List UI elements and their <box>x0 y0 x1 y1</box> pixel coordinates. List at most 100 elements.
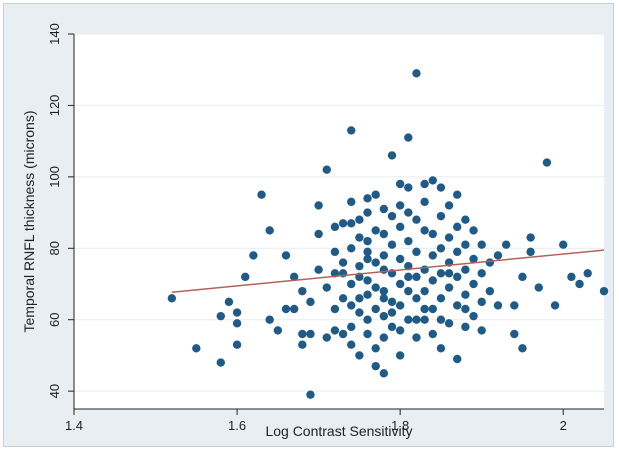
axes: 40 60 80 100 120 140 1.4 1.6 1.8 2 <box>47 23 604 433</box>
data-point <box>371 304 380 314</box>
data-point <box>363 208 372 217</box>
data-point <box>428 251 437 260</box>
data-point <box>338 258 348 267</box>
data-point <box>404 133 413 142</box>
data-point <box>412 315 421 324</box>
data-point <box>461 304 470 314</box>
data-point <box>232 308 242 317</box>
data-point <box>371 361 380 371</box>
data-point <box>404 286 413 296</box>
data-point <box>347 126 356 135</box>
data-point <box>322 283 331 292</box>
data-point <box>371 344 380 353</box>
data-point <box>395 254 405 264</box>
y-tick-label: 40 <box>47 384 62 398</box>
data-point <box>395 326 405 335</box>
data-point <box>387 297 397 307</box>
data-point <box>363 236 372 246</box>
data-point <box>355 215 364 224</box>
data-point <box>428 176 437 185</box>
data-point <box>395 351 405 360</box>
data-point <box>387 151 397 160</box>
data-point <box>192 344 201 353</box>
data-point <box>534 283 543 292</box>
data-point <box>347 322 356 332</box>
data-point <box>461 215 470 224</box>
data-point <box>273 326 283 335</box>
data-point <box>330 326 340 335</box>
data-point <box>371 258 380 267</box>
data-point <box>583 269 592 278</box>
data-point <box>232 319 242 328</box>
data-point <box>257 190 266 199</box>
data-point <box>363 276 372 285</box>
data-point <box>453 272 462 282</box>
data-point <box>412 333 421 342</box>
y-tick-label: 80 <box>47 241 62 255</box>
data-point <box>420 179 429 189</box>
x-tick-label: 1.6 <box>228 418 246 433</box>
data-point <box>420 315 429 324</box>
data-point <box>298 329 307 339</box>
data-point <box>289 304 299 314</box>
data-point <box>412 272 421 282</box>
data-point <box>395 222 405 232</box>
data-point <box>420 304 429 314</box>
data-point <box>387 240 397 249</box>
x-axis-title: Log Contrast Sensitivity <box>265 423 412 439</box>
data-point <box>298 340 307 349</box>
data-point <box>550 301 560 310</box>
data-point <box>322 165 331 174</box>
data-point <box>412 215 421 224</box>
data-point <box>395 301 405 310</box>
data-point <box>436 211 446 221</box>
x-tick-label: 2 <box>560 418 567 433</box>
data-point <box>412 69 421 78</box>
data-point <box>436 315 446 324</box>
data-point <box>436 269 446 278</box>
data-point <box>241 272 250 282</box>
data-point <box>404 183 413 192</box>
data-point <box>469 226 478 235</box>
data-point <box>453 247 462 257</box>
data-point <box>379 294 389 303</box>
data-point <box>347 219 356 228</box>
data-point <box>453 222 462 232</box>
scatter-chart: 40 60 80 100 120 140 1.4 1.6 1.8 2 Log Contrast S… <box>21 23 609 439</box>
data-point <box>461 290 470 299</box>
data-point <box>477 269 486 278</box>
data-point <box>412 247 421 257</box>
data-point <box>338 219 348 228</box>
data-point <box>355 233 364 242</box>
data-point <box>289 272 299 282</box>
y-tick-label: 100 <box>47 166 62 188</box>
data-point <box>436 294 446 303</box>
data-point <box>347 244 356 253</box>
data-point <box>469 311 478 321</box>
data-point <box>461 240 470 249</box>
data-point <box>265 226 274 235</box>
data-point <box>428 304 437 314</box>
data-point <box>404 208 413 217</box>
data-point <box>216 311 225 321</box>
y-axis-title: Temporal RNFL thickness (microns) <box>21 111 37 333</box>
data-point <box>330 247 340 257</box>
y-tick-label: 60 <box>47 312 62 326</box>
data-point <box>428 329 437 339</box>
data-point <box>453 301 462 310</box>
data-point <box>461 265 470 274</box>
data-point <box>526 233 535 242</box>
data-point <box>575 279 584 289</box>
data-point <box>314 201 323 210</box>
data-point <box>436 183 446 192</box>
data-point <box>371 283 380 292</box>
data-point <box>518 272 527 282</box>
data-point <box>404 236 413 246</box>
data-point <box>420 197 429 207</box>
data-point <box>347 197 356 207</box>
data-point <box>444 319 454 328</box>
data-point <box>453 354 462 364</box>
data-point <box>363 290 372 299</box>
x-tick-label: 1.4 <box>65 418 83 433</box>
data-point <box>412 294 421 303</box>
